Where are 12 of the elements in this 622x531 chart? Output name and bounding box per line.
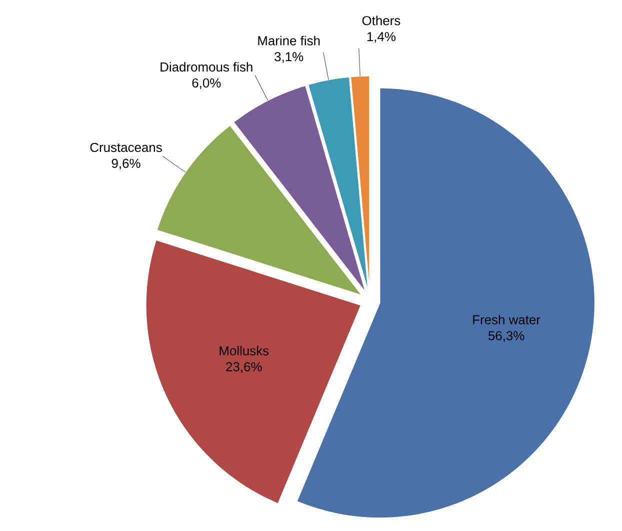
data-label: 6,0% bbox=[192, 78, 221, 90]
slice-label: Mollusks bbox=[220, 346, 269, 356]
data-label: 23,6% bbox=[226, 362, 262, 373]
data-label: 1,4% bbox=[367, 32, 396, 43]
data-label: 9,6% bbox=[112, 158, 140, 170]
data-label: 3,1% bbox=[274, 52, 304, 63]
slice-label: Others bbox=[362, 16, 400, 26]
data-label: 56,3% bbox=[488, 331, 524, 342]
slice-label: Crustaceans bbox=[90, 142, 162, 152]
slice-label: Fresh water bbox=[473, 314, 540, 324]
slice-label: Marine fish bbox=[258, 36, 320, 46]
slice-label: Diadromous fish bbox=[160, 62, 252, 72]
